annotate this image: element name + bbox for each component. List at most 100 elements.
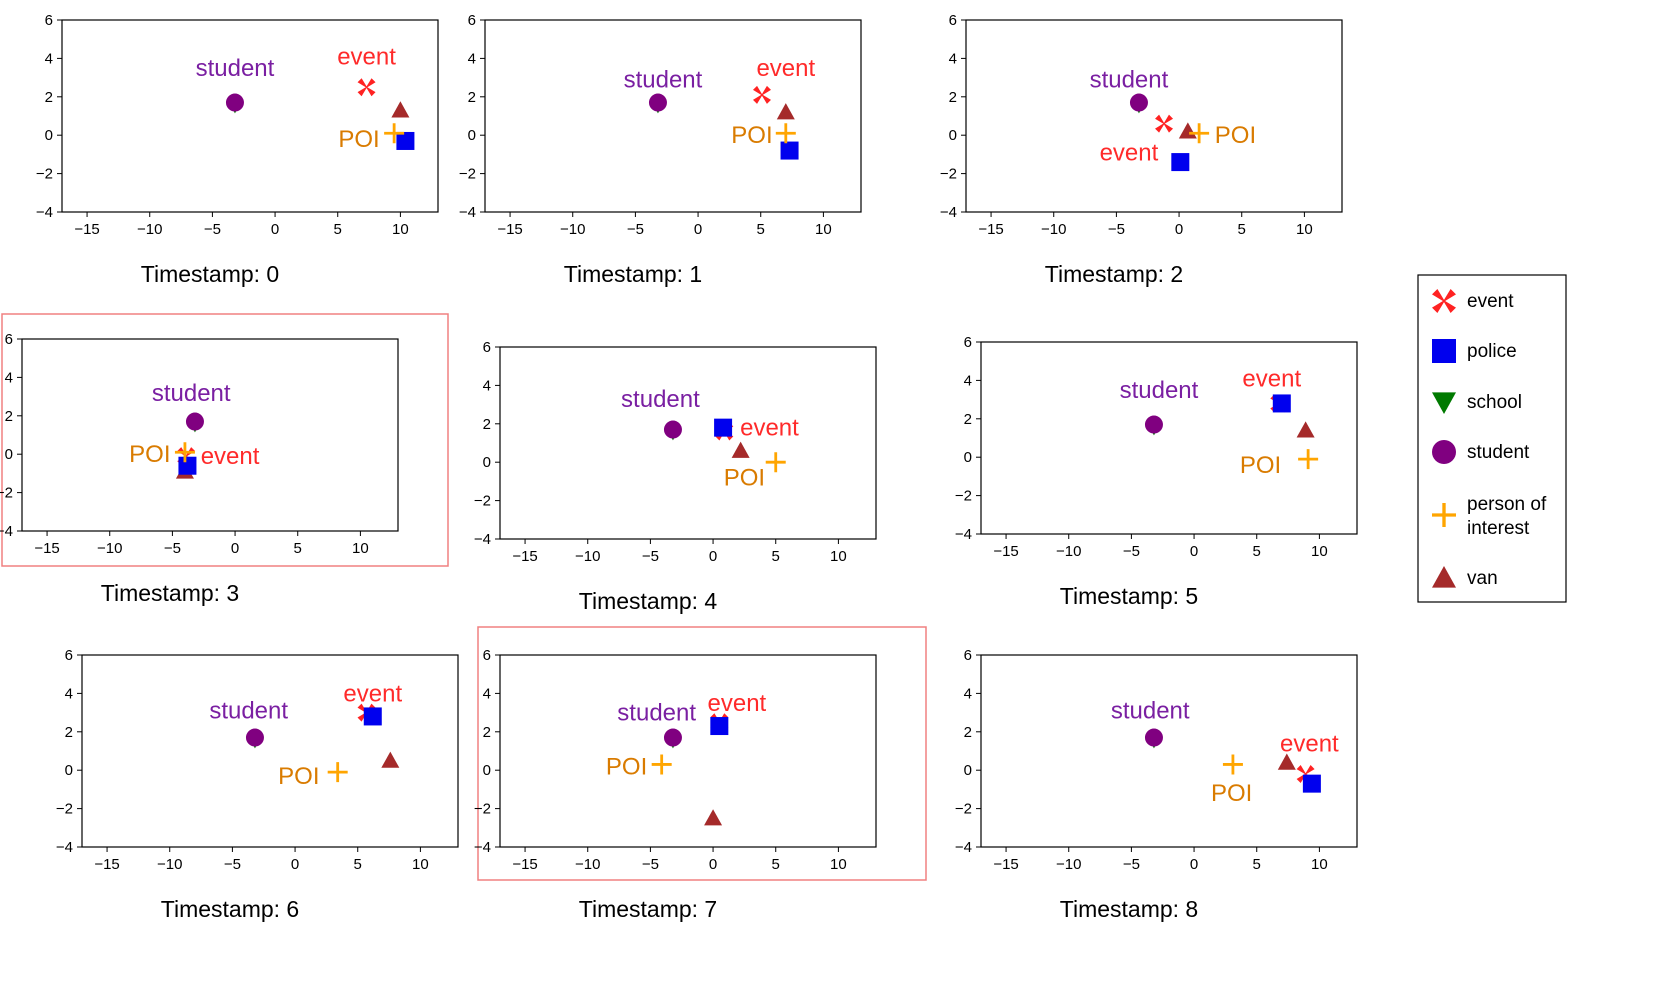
- annotation-student: student: [624, 67, 703, 94]
- square-icon: [1432, 339, 1456, 363]
- annotation-poi: POI: [278, 763, 319, 790]
- poi-point: [327, 762, 348, 783]
- police-point: [780, 141, 799, 160]
- x-tick-label: −5: [1123, 543, 1140, 560]
- x-tick-label: −10: [97, 540, 122, 557]
- y-tick-label: 2: [483, 416, 491, 433]
- annotation-student: student: [196, 55, 275, 82]
- x-tick-label: 5: [772, 856, 780, 873]
- plot-frame: [21, 338, 399, 532]
- x-tick-label: −15: [94, 856, 119, 873]
- poi-point: [651, 754, 672, 775]
- x-tick-label: 5: [772, 548, 780, 565]
- x-tick-label: 10: [1296, 221, 1313, 238]
- y-tick-label: −4: [459, 204, 476, 221]
- y-tick-label: −2: [0, 485, 13, 502]
- legend-label-student: student: [1467, 442, 1530, 463]
- van-point: [731, 441, 750, 458]
- y-tick-label: 0: [964, 449, 972, 466]
- y-tick-label: 2: [468, 89, 476, 106]
- police-point: [710, 717, 729, 736]
- annotation-poi: POI: [731, 122, 772, 149]
- highlight-frame: [477, 626, 927, 881]
- police-point: [1302, 774, 1321, 793]
- x-tick-label: −15: [74, 221, 99, 238]
- legend-frame: [1417, 274, 1567, 603]
- y-tick-label: 6: [65, 647, 73, 664]
- legend: event police school student person of interes…: [1417, 274, 1567, 603]
- y-tick-label: 2: [483, 724, 491, 741]
- y-tick-label: 6: [45, 12, 53, 29]
- y-tick-label: 4: [949, 50, 957, 67]
- student-point: [648, 93, 667, 112]
- x-tick-label: 0: [709, 856, 717, 873]
- y-tick-label: 0: [964, 762, 972, 779]
- poi-point: [1189, 123, 1210, 144]
- y-tick-label: −4: [955, 839, 972, 856]
- student-point: [225, 93, 244, 112]
- y-tick-label: −2: [459, 166, 476, 183]
- y-tick-label: −2: [56, 801, 73, 818]
- y-tick-label: −4: [56, 839, 73, 856]
- annotation-event: event: [343, 680, 402, 707]
- annotation-poi: POI: [338, 126, 379, 153]
- x-tick-label: 10: [1311, 856, 1328, 873]
- scatter-panels: −15 −10 −5 0 5 10 −4 −2 0 2 4 6 student event POI Times…: [0, 12, 1358, 922]
- x-tick-label: −10: [560, 221, 585, 238]
- annotation-student: student: [1120, 377, 1199, 404]
- van-point: [776, 103, 795, 120]
- x-tick-label: 10: [412, 856, 429, 873]
- van-point: [381, 751, 400, 768]
- student-point: [1129, 93, 1148, 112]
- scatter-panel-7: −15 −10 −5 0 5 10 −4 −2 0 2 4 6 student event POI Times…: [474, 626, 927, 922]
- y-tick-label: 4: [964, 372, 972, 389]
- y-tick-label: 6: [949, 12, 957, 29]
- highlight-frame: [1, 313, 449, 567]
- x-tick-label: −10: [1056, 856, 1081, 873]
- x-tick-label: 5: [354, 856, 362, 873]
- x-tick-label: 5: [334, 221, 342, 238]
- x-tick-label: 10: [352, 540, 369, 557]
- y-tick-label: 6: [483, 647, 491, 664]
- panel-caption: Timestamp: 2: [1045, 261, 1183, 287]
- x-tick-label: 5: [1253, 856, 1261, 873]
- student-point: [663, 728, 682, 747]
- y-tick-label: 0: [65, 762, 73, 779]
- y-tick-label: 0: [45, 127, 53, 144]
- x-tick-label: −5: [627, 221, 644, 238]
- y-tick-label: 0: [5, 446, 13, 463]
- van-point: [391, 101, 410, 118]
- annotation-student: student: [621, 386, 700, 413]
- y-tick-label: 6: [5, 331, 13, 348]
- x-tick-label: 0: [694, 221, 702, 238]
- panel-caption: Timestamp: 3: [101, 580, 239, 606]
- x-tick-label: −15: [497, 221, 522, 238]
- police-point: [1272, 394, 1291, 413]
- panel-caption: Timestamp: 8: [1060, 896, 1198, 922]
- y-tick-label: 4: [45, 50, 53, 67]
- student-point: [245, 728, 264, 747]
- annotation-student: student: [617, 700, 696, 727]
- police-point: [363, 707, 382, 726]
- x-tick-label: −15: [34, 540, 59, 557]
- x-tick-label: −5: [204, 221, 221, 238]
- x-tick-label: −10: [575, 856, 600, 873]
- x-tick-label: −5: [224, 856, 241, 873]
- scatter-panel-4: −15 −10 −5 0 5 10 −4 −2 0 2 4 6 student event POI Times…: [474, 339, 877, 614]
- poi-point: [1222, 754, 1243, 775]
- x-tick-label: −15: [993, 543, 1018, 560]
- x-tick-label: −5: [1108, 221, 1125, 238]
- x-tick-label: −10: [1056, 543, 1081, 560]
- annotation-poi: POI: [606, 753, 647, 780]
- plus-icon: [1432, 503, 1456, 527]
- y-tick-label: −4: [36, 204, 53, 221]
- y-tick-label: 2: [45, 89, 53, 106]
- triangle-down-icon: [1432, 392, 1456, 414]
- x-tick-label: 0: [709, 548, 717, 565]
- annotation-poi: POI: [1215, 122, 1256, 149]
- plot-frame: [980, 341, 1358, 535]
- y-tick-label: 4: [5, 369, 13, 386]
- scatter-panel-3: −15 −10 −5 0 5 10 −4 −2 0 2 4 6 student POI event Times…: [0, 313, 449, 606]
- x-tick-label: 0: [1190, 543, 1198, 560]
